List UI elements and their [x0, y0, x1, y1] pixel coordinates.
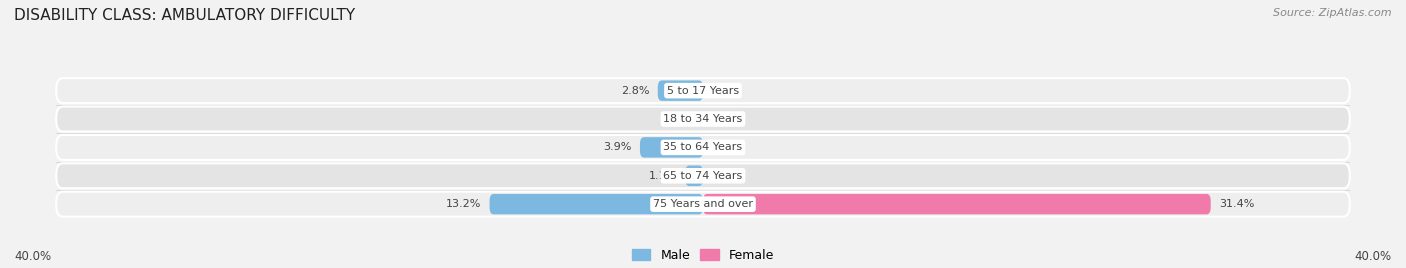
Text: Source: ZipAtlas.com: Source: ZipAtlas.com: [1274, 8, 1392, 18]
Text: 0.0%: 0.0%: [711, 142, 740, 152]
Text: 65 to 74 Years: 65 to 74 Years: [664, 171, 742, 181]
FancyBboxPatch shape: [685, 166, 703, 186]
Text: 18 to 34 Years: 18 to 34 Years: [664, 114, 742, 124]
Text: 0.0%: 0.0%: [711, 86, 740, 96]
Text: 0.0%: 0.0%: [711, 171, 740, 181]
FancyBboxPatch shape: [658, 80, 703, 101]
Text: 75 Years and over: 75 Years and over: [652, 199, 754, 209]
Text: 40.0%: 40.0%: [1355, 250, 1392, 263]
Text: 31.4%: 31.4%: [1219, 199, 1254, 209]
FancyBboxPatch shape: [489, 194, 703, 214]
Text: 13.2%: 13.2%: [446, 199, 481, 209]
Text: DISABILITY CLASS: AMBULATORY DIFFICULTY: DISABILITY CLASS: AMBULATORY DIFFICULTY: [14, 8, 356, 23]
Text: 2.8%: 2.8%: [621, 86, 650, 96]
FancyBboxPatch shape: [56, 135, 1350, 160]
Text: 3.9%: 3.9%: [603, 142, 631, 152]
Text: 1.1%: 1.1%: [650, 171, 678, 181]
FancyBboxPatch shape: [56, 192, 1350, 217]
FancyBboxPatch shape: [56, 107, 1350, 132]
FancyBboxPatch shape: [56, 78, 1350, 103]
Text: 40.0%: 40.0%: [14, 250, 51, 263]
FancyBboxPatch shape: [640, 137, 703, 158]
Text: 5 to 17 Years: 5 to 17 Years: [666, 86, 740, 96]
Text: 0.0%: 0.0%: [711, 114, 740, 124]
Text: 0.0%: 0.0%: [666, 114, 695, 124]
FancyBboxPatch shape: [56, 163, 1350, 188]
Text: 35 to 64 Years: 35 to 64 Years: [664, 142, 742, 152]
Legend: Male, Female: Male, Female: [631, 249, 775, 262]
FancyBboxPatch shape: [703, 194, 1211, 214]
